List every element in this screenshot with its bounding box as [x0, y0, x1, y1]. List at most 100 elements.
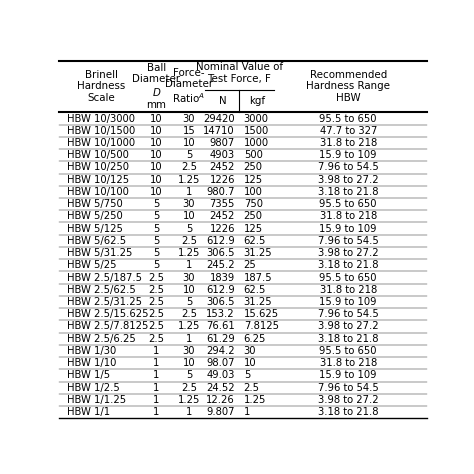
Text: 31.8 to 218: 31.8 to 218 — [319, 138, 377, 148]
Text: 306.5: 306.5 — [206, 248, 235, 258]
Text: 29420: 29420 — [203, 113, 235, 124]
Text: HBW 5/125: HBW 5/125 — [66, 224, 122, 234]
Text: 3.98 to 27.2: 3.98 to 27.2 — [318, 321, 379, 331]
Text: 153.2: 153.2 — [206, 309, 235, 319]
Text: HBW 5/750: HBW 5/750 — [66, 199, 122, 209]
Text: Force-
Diameter
Ratio$^A$: Force- Diameter Ratio$^A$ — [165, 68, 213, 105]
Text: 61.29: 61.29 — [206, 334, 235, 344]
Text: 3.98 to 27.2: 3.98 to 27.2 — [318, 395, 379, 405]
Text: 10: 10 — [182, 285, 195, 295]
Text: HBW 5/250: HBW 5/250 — [66, 211, 122, 221]
Text: 1: 1 — [186, 334, 192, 344]
Text: 9.807: 9.807 — [206, 407, 235, 417]
Text: 30: 30 — [244, 346, 256, 356]
Text: 30: 30 — [182, 346, 195, 356]
Text: 2.5: 2.5 — [148, 297, 164, 307]
Text: 2.5: 2.5 — [148, 309, 164, 319]
Text: 245.2: 245.2 — [206, 260, 235, 270]
Text: 1.25: 1.25 — [178, 175, 200, 185]
Text: 5: 5 — [244, 370, 250, 381]
Text: 7.96 to 54.5: 7.96 to 54.5 — [318, 383, 379, 392]
Text: 306.5: 306.5 — [206, 297, 235, 307]
Text: 25: 25 — [244, 260, 256, 270]
Text: 2.5: 2.5 — [148, 334, 164, 344]
Text: 10: 10 — [182, 138, 195, 148]
Text: 6.25: 6.25 — [244, 334, 266, 344]
Text: HBW 1/5: HBW 1/5 — [66, 370, 109, 381]
Text: 100: 100 — [244, 187, 263, 197]
Text: 250: 250 — [244, 163, 263, 173]
Text: 98.07: 98.07 — [206, 358, 235, 368]
Text: 3000: 3000 — [244, 113, 269, 124]
Text: 95.5 to 650: 95.5 to 650 — [319, 113, 377, 124]
Text: 3.18 to 21.8: 3.18 to 21.8 — [318, 334, 378, 344]
Text: HBW 10/1500: HBW 10/1500 — [66, 126, 135, 136]
Text: 4903: 4903 — [210, 150, 235, 160]
Text: HBW 2.5/187.5: HBW 2.5/187.5 — [66, 273, 142, 283]
Text: HBW 10/250: HBW 10/250 — [66, 163, 128, 173]
Text: kgf: kgf — [249, 96, 265, 106]
Text: 1500: 1500 — [244, 126, 269, 136]
Text: 1: 1 — [153, 407, 160, 417]
Text: 76.61: 76.61 — [206, 321, 235, 331]
Text: 5: 5 — [153, 224, 160, 234]
Text: 3.18 to 21.8: 3.18 to 21.8 — [318, 407, 378, 417]
Text: 10: 10 — [150, 175, 163, 185]
Text: 2.5: 2.5 — [148, 321, 164, 331]
Text: 10: 10 — [150, 138, 163, 148]
Text: 7.96 to 54.5: 7.96 to 54.5 — [318, 163, 379, 173]
Text: HBW 10/1000: HBW 10/1000 — [66, 138, 135, 148]
Text: HBW 2.5/31.25: HBW 2.5/31.25 — [66, 297, 142, 307]
Text: 2.5: 2.5 — [244, 383, 260, 392]
Text: Nominal Value of
Test Force, F: Nominal Value of Test Force, F — [196, 63, 283, 84]
Text: 31.25: 31.25 — [244, 248, 273, 258]
Text: 750: 750 — [244, 199, 263, 209]
Text: 1.25: 1.25 — [178, 321, 200, 331]
Text: 125: 125 — [244, 224, 263, 234]
Text: 500: 500 — [244, 150, 263, 160]
Text: HBW 1/1: HBW 1/1 — [66, 407, 109, 417]
Text: 5: 5 — [186, 297, 192, 307]
Text: 10: 10 — [182, 211, 195, 221]
Text: 187.5: 187.5 — [244, 273, 273, 283]
Text: 2.5: 2.5 — [181, 163, 197, 173]
Text: HBW 2.5/62.5: HBW 2.5/62.5 — [66, 285, 135, 295]
Text: 95.5 to 650: 95.5 to 650 — [319, 346, 377, 356]
Text: 14710: 14710 — [203, 126, 235, 136]
Text: HBW 2.5/6.25: HBW 2.5/6.25 — [66, 334, 135, 344]
Text: HBW 1/1.25: HBW 1/1.25 — [66, 395, 126, 405]
Text: 15.9 to 109: 15.9 to 109 — [319, 370, 377, 381]
Text: 5: 5 — [186, 150, 192, 160]
Text: 5: 5 — [153, 260, 160, 270]
Text: 15: 15 — [182, 126, 195, 136]
Text: HBW 10/125: HBW 10/125 — [66, 175, 128, 185]
Text: 3.98 to 27.2: 3.98 to 27.2 — [318, 248, 379, 258]
Text: 62.5: 62.5 — [244, 236, 266, 246]
Text: 5: 5 — [186, 224, 192, 234]
Text: 2.5: 2.5 — [181, 383, 197, 392]
Text: 7.8125: 7.8125 — [244, 321, 279, 331]
Text: 3.18 to 21.8: 3.18 to 21.8 — [318, 187, 378, 197]
Text: 2.5: 2.5 — [148, 273, 164, 283]
Text: 15.9 to 109: 15.9 to 109 — [319, 224, 377, 234]
Text: 30: 30 — [182, 273, 195, 283]
Text: 10: 10 — [150, 126, 163, 136]
Text: 10: 10 — [150, 113, 163, 124]
Text: 3.98 to 27.2: 3.98 to 27.2 — [318, 175, 379, 185]
Text: 5: 5 — [153, 199, 160, 209]
Text: N: N — [219, 96, 227, 106]
Text: HBW 1/10: HBW 1/10 — [66, 358, 116, 368]
Text: 2.5: 2.5 — [148, 285, 164, 295]
Text: 5: 5 — [186, 370, 192, 381]
Text: 7.96 to 54.5: 7.96 to 54.5 — [318, 236, 379, 246]
Text: 95.5 to 650: 95.5 to 650 — [319, 199, 377, 209]
Text: Recommended
Hardness Range
HBW: Recommended Hardness Range HBW — [306, 70, 390, 103]
Text: HBW 10/500: HBW 10/500 — [66, 150, 128, 160]
Text: 1: 1 — [153, 358, 160, 368]
Text: HBW 2.5/15.625: HBW 2.5/15.625 — [66, 309, 148, 319]
Text: 294.2: 294.2 — [206, 346, 235, 356]
Text: 10: 10 — [150, 163, 163, 173]
Text: 1000: 1000 — [244, 138, 269, 148]
Text: 31.25: 31.25 — [244, 297, 273, 307]
Text: 24.52: 24.52 — [206, 383, 235, 392]
